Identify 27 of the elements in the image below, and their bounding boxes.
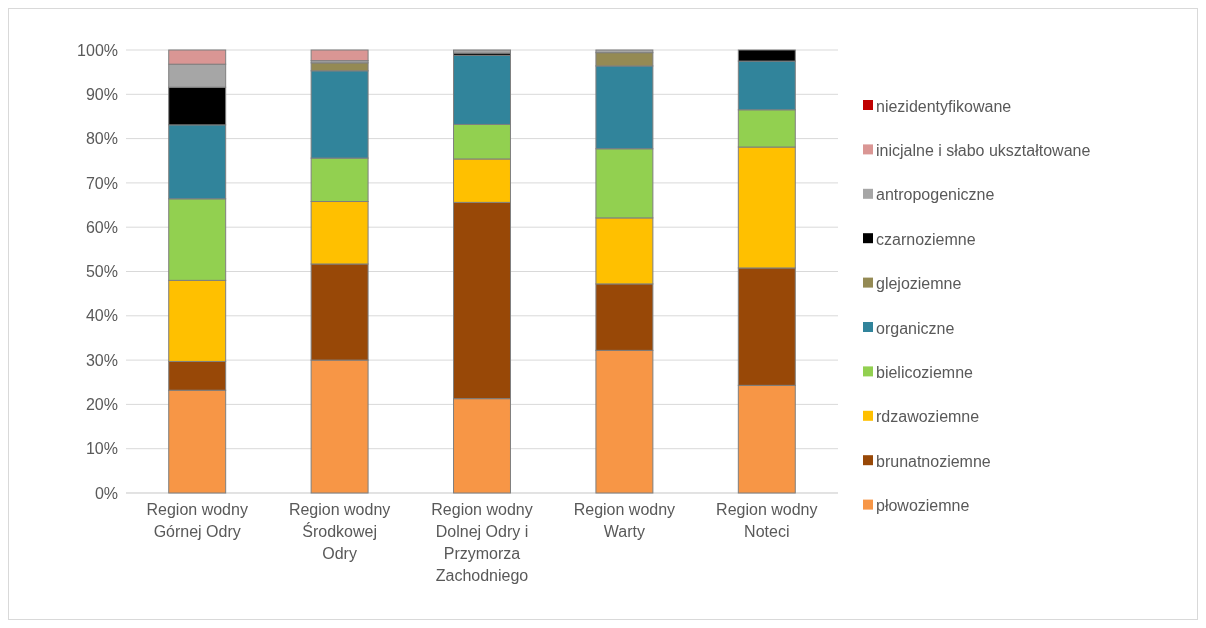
legend-label: bielicoziemne (876, 364, 974, 381)
y-tick-label: 20% (85, 396, 118, 413)
x-tick-label: Region wodny Górnej Odry (146, 501, 248, 540)
x-tick-label: Region wodny Warty (573, 501, 676, 540)
legend-label: brunatnoziemne (876, 452, 991, 470)
x-tick-label: Region wodny Dolnej Odry i Przymorza Zachodniego (431, 501, 533, 584)
legend-label: rdzawoziemne (876, 408, 980, 426)
x-tick-label: Region wodny Noteci (716, 501, 818, 540)
y-tick-label: 10% (85, 440, 118, 458)
bar (310, 49, 369, 62)
y-tick-label: 100% (77, 41, 118, 59)
legend-label: glejoziemne (876, 275, 962, 293)
legend-label: czarnoziemne (876, 230, 976, 248)
legend-label: antropogeniczne (876, 186, 995, 204)
y-tick-label: 0% (94, 484, 118, 502)
legend-label: inicjalne i słabo ukształtowane (876, 142, 1091, 159)
legend-label: płowoziemne (876, 497, 970, 515)
legend-label: niezidentyfikowane (876, 97, 1012, 115)
y-tick-label: 70% (85, 174, 118, 192)
legend-label: organiczne (876, 319, 955, 337)
y-tick-label: 90% (85, 85, 118, 103)
y-tick-label: 40% (85, 307, 118, 325)
x-tick-label: Region wodny Środkowej Odry (288, 501, 391, 562)
y-tick-label: 50% (85, 263, 118, 281)
y-tick-label: 60% (85, 218, 118, 236)
y-tick-label: 80% (85, 130, 118, 148)
y-tick-label: 30% (85, 351, 118, 369)
